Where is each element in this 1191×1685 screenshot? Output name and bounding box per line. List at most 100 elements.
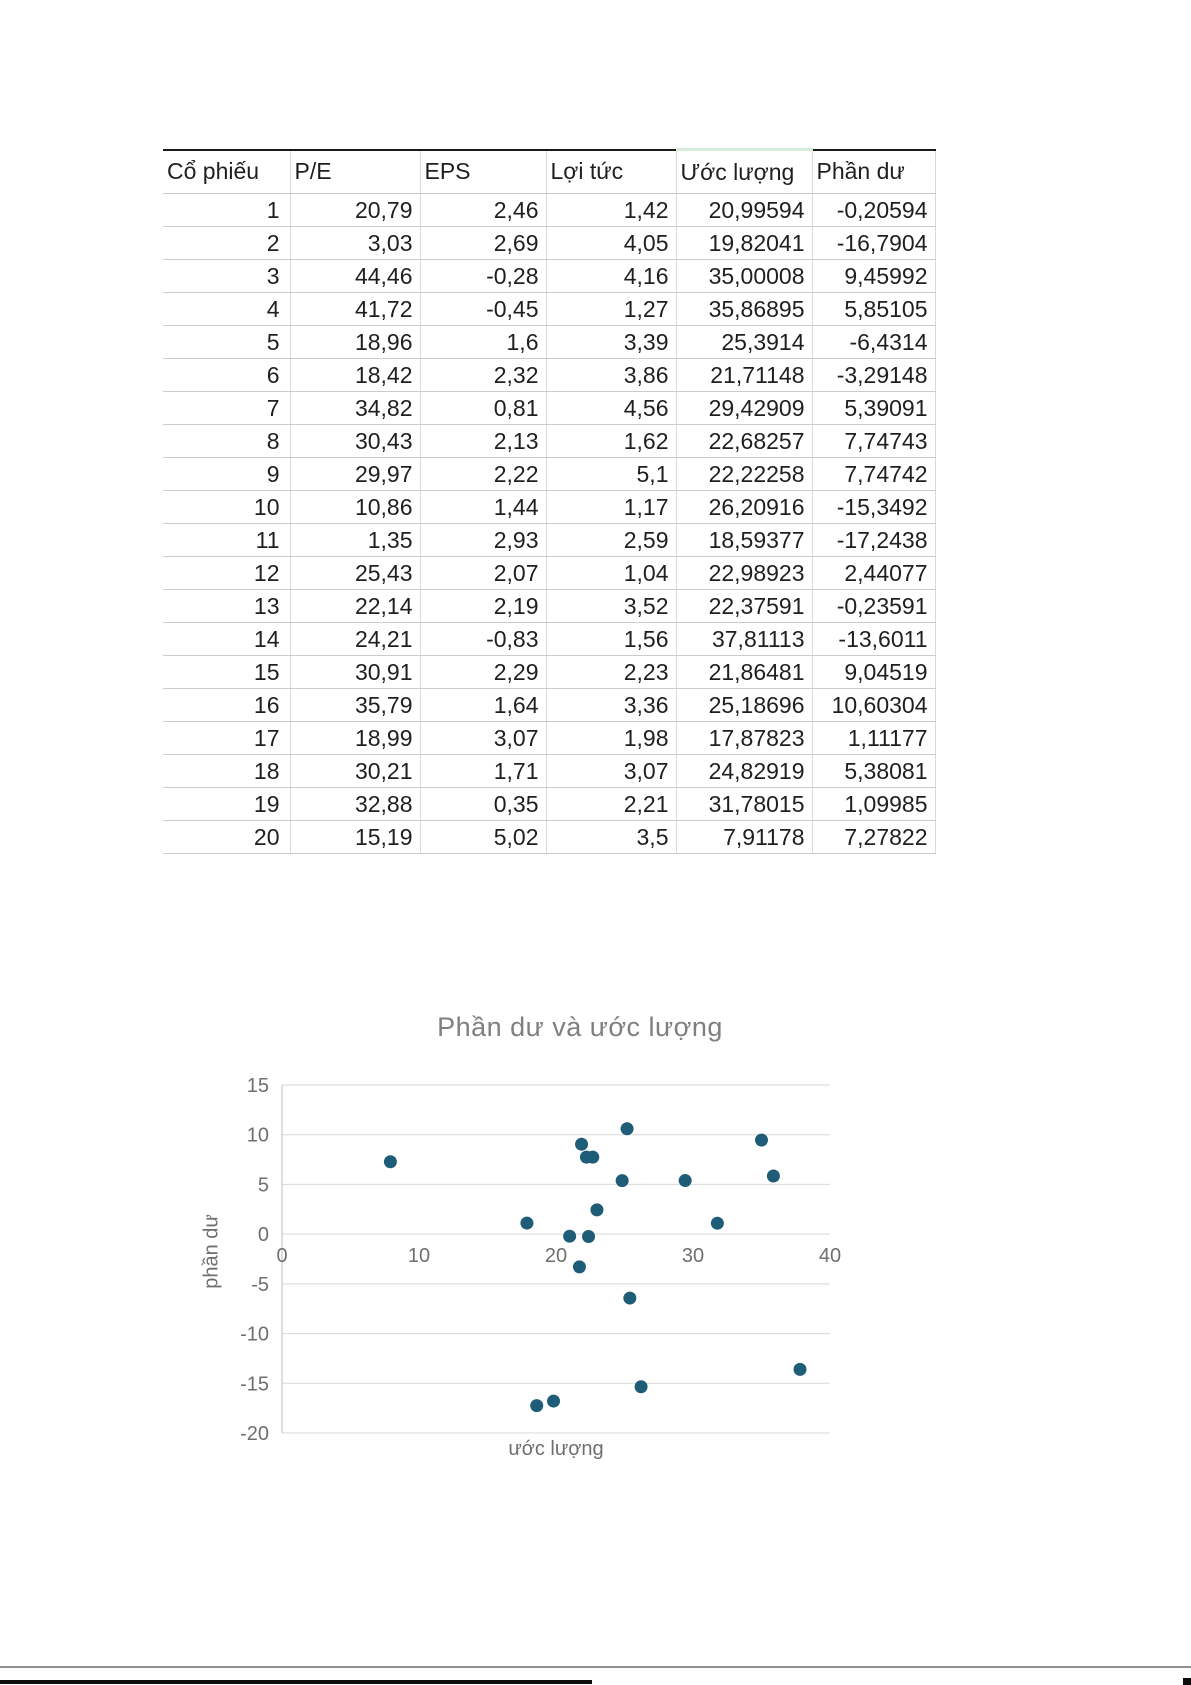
page-corner-mark	[1183, 1678, 1191, 1685]
y-tick-label: -20	[240, 1423, 269, 1445]
table-cell: 4,05	[546, 226, 677, 260]
y-tick-label: -15	[240, 1373, 269, 1395]
scatter-point	[575, 1137, 589, 1151]
x-tick-label: 30	[682, 1245, 704, 1267]
table-cell: 1,98	[546, 721, 677, 755]
table-cell: 34,82	[290, 391, 421, 425]
table-row: 20 15,19 5,02 3,5 7,91178 7,27822	[163, 820, 936, 854]
table-cell: 7,91178	[676, 820, 813, 854]
table-cell: 9,04519	[812, 655, 936, 689]
table-cell: 2,13	[420, 424, 547, 458]
table-row: 3 44,46 -0,28 4,16 35,00008 9,45992	[163, 259, 936, 293]
table-cell: 22,37591	[676, 589, 813, 623]
table-cell: 37,81113	[676, 622, 813, 656]
table-cell: 25,43	[290, 556, 421, 590]
table-cell: 19,82041	[676, 226, 813, 260]
table-cell: 4	[163, 292, 291, 326]
table-header-row: Cổ phiếu P/E EPS Lợi tức Ước lượng Phần dư	[163, 148, 936, 194]
table-row: 16 35,79 1,64 3,36 25,18696 10,60304	[163, 688, 936, 722]
table-cell: 19	[163, 787, 291, 821]
table-cell: 14	[163, 622, 291, 656]
table-cell: 20,79	[290, 193, 421, 227]
table-row: 14 24,21 -0,83 1,56 37,81113 -13,6011	[163, 622, 936, 656]
table-cell: 2,29	[420, 655, 547, 689]
table-cell: 2	[163, 226, 291, 260]
table-cell: 8	[163, 424, 291, 458]
table-cell: 18,96	[290, 325, 421, 359]
table-cell: -0,20594	[812, 193, 936, 227]
table-cell: -3,29148	[812, 358, 936, 392]
table-cell: 25,18696	[676, 688, 813, 722]
y-tick-label: -5	[251, 1274, 269, 1296]
table-cell: 29,42909	[676, 391, 813, 425]
table-row: 10 10,86 1,44 1,17 26,20916 -15,3492	[163, 490, 936, 524]
table-cell: 3,07	[546, 754, 677, 788]
table-cell: -16,7904	[812, 226, 936, 260]
table-cell: 1,44	[420, 490, 547, 524]
table-cell: 7	[163, 391, 291, 425]
table-cell: 16	[163, 688, 291, 722]
scatter-point	[383, 1155, 397, 1169]
scatter-point	[563, 1229, 577, 1243]
table-cell: 18,59377	[676, 523, 813, 557]
scatter-point	[547, 1394, 561, 1408]
table-cell: 9	[163, 457, 291, 491]
table-row: 15 30,91 2,29 2,23 21,86481 9,04519	[163, 655, 936, 689]
table-cell: 20	[163, 820, 291, 854]
column-header: EPS	[420, 149, 547, 194]
table-cell: 17,87823	[676, 721, 813, 755]
table-cell: 7,74743	[812, 424, 936, 458]
table-cell: -0,23591	[812, 589, 936, 623]
table-cell: 21,86481	[676, 655, 813, 689]
table-cell: 44,46	[290, 259, 421, 293]
table-cell: 18	[163, 754, 291, 788]
x-tick-label: 0	[276, 1245, 287, 1267]
chart-title: Phần dư và ước lượng	[437, 1012, 723, 1042]
table-cell: 3,03	[290, 226, 421, 260]
table-cell: 3,07	[420, 721, 547, 755]
scatter-point	[520, 1216, 534, 1230]
table-row: 13 22,14 2,19 3,52 22,37591 -0,23591	[163, 589, 936, 623]
table-row: 12 25,43 2,07 1,04 22,98923 2,44077	[163, 556, 936, 590]
y-tick-label: 10	[247, 1125, 269, 1147]
table-cell: 21,71148	[676, 358, 813, 392]
table-cell: 1,56	[546, 622, 677, 656]
table-cell: 2,93	[420, 523, 547, 557]
scatter-point	[710, 1216, 724, 1230]
scatter-point	[582, 1229, 596, 1243]
table-cell: 26,20916	[676, 490, 813, 524]
x-axis-title: ước lượng	[508, 1438, 604, 1460]
table-cell: 31,78015	[676, 787, 813, 821]
table-cell: 10	[163, 490, 291, 524]
table-cell: 15	[163, 655, 291, 689]
table-cell: 20,99594	[676, 193, 813, 227]
table-cell: 6	[163, 358, 291, 392]
table-cell: 24,21	[290, 622, 421, 656]
scatter-point	[620, 1122, 634, 1136]
y-tick-label: 0	[258, 1224, 269, 1246]
table-cell: 32,88	[290, 787, 421, 821]
table-cell: -0,45	[420, 292, 547, 326]
x-tick-label: 40	[819, 1245, 841, 1267]
table-cell: 5,38081	[812, 754, 936, 788]
table-cell: 4,16	[546, 259, 677, 293]
y-axis-title: phần dư	[200, 1214, 223, 1289]
table-cell: 0,35	[420, 787, 547, 821]
table-row: 5 18,96 1,6 3,39 25,3914 -6,4314	[163, 325, 936, 359]
table-cell: 2,69	[420, 226, 547, 260]
table-cell: 1	[163, 193, 291, 227]
table-row: 4 41,72 -0,45 1,27 35,86895 5,85105	[163, 292, 936, 326]
table-row: 9 29,97 2,22 5,1 22,22258 7,74742	[163, 457, 936, 491]
scatter-point	[766, 1169, 780, 1183]
table-cell: 12	[163, 556, 291, 590]
table-row: 11 1,35 2,93 2,59 18,59377 -17,2438	[163, 523, 936, 557]
y-tick-label: 15	[247, 1075, 269, 1097]
table-cell: 5	[163, 325, 291, 359]
table-cell: 10,86	[290, 490, 421, 524]
table-row: 17 18,99 3,07 1,98 17,87823 1,11177	[163, 721, 936, 755]
column-header: Cổ phiếu	[163, 149, 291, 194]
table-cell: 13	[163, 589, 291, 623]
table-cell: 2,21	[546, 787, 677, 821]
scatter-point	[579, 1150, 593, 1164]
